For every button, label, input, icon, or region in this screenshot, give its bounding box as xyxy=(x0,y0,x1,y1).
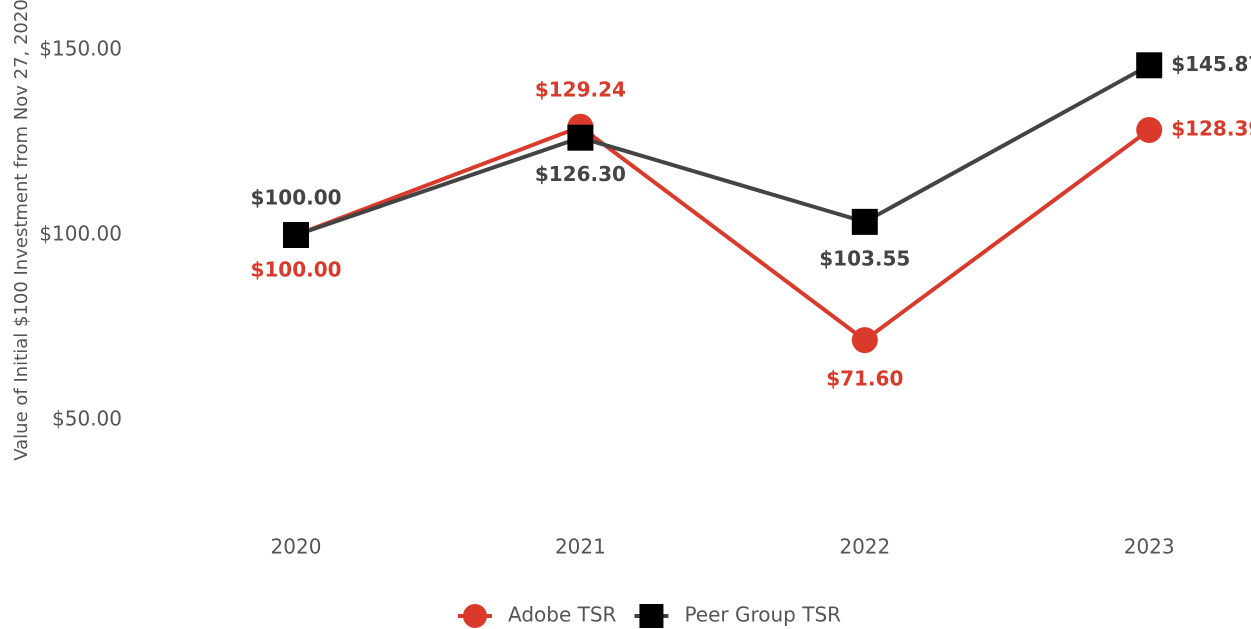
legend-label: Adobe TSR xyxy=(508,603,617,627)
data-point xyxy=(851,327,878,354)
data-point xyxy=(567,124,594,151)
data-label: $128.39 xyxy=(1171,116,1251,140)
x-tick-label: 2022 xyxy=(839,535,890,559)
legend-marker xyxy=(463,604,487,628)
y-tick-label: $100.00 xyxy=(39,222,122,246)
data-label: $145.87 xyxy=(1171,52,1251,76)
series-line xyxy=(295,124,1151,343)
x-tick-label: 2021 xyxy=(555,535,606,559)
series-line xyxy=(295,63,1151,237)
data-label: $126.30 xyxy=(535,162,626,186)
data-point xyxy=(851,208,878,235)
data-point xyxy=(1136,116,1163,143)
legend-marker xyxy=(639,604,664,628)
data-point xyxy=(283,222,309,248)
data-label: $103.55 xyxy=(819,246,910,270)
data-label: $100.00 xyxy=(250,258,341,282)
y-tick-label: $50.00 xyxy=(52,407,122,431)
data-label: $129.24 xyxy=(535,77,626,101)
data-label: $71.60 xyxy=(826,367,903,391)
data-point xyxy=(1136,52,1163,79)
x-tick-label: 2020 xyxy=(271,535,322,559)
legend-label: Peer Group TSR xyxy=(684,603,841,627)
data-label: $100.00 xyxy=(250,186,341,210)
y-axis-label: Value of Initial $100 Investment from No… xyxy=(11,0,32,461)
x-tick-label: 2023 xyxy=(1124,535,1175,559)
y-tick-label: $150.00 xyxy=(39,37,122,61)
